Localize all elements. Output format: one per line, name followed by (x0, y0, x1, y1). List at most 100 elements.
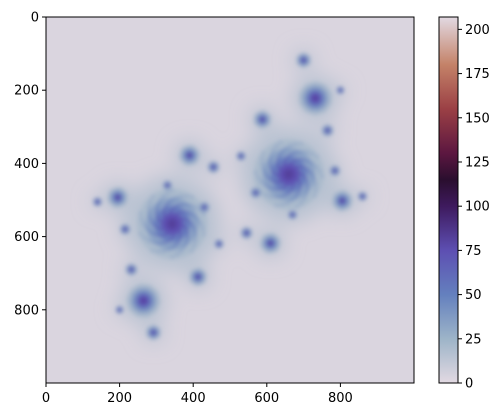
spiral-arm-dot (310, 105, 313, 108)
spiral-arm-dot (300, 91, 302, 93)
spiral-arm-dot (332, 171, 334, 174)
colorbar-tick-label: 200 (465, 23, 490, 38)
spiral-arm-dot (211, 168, 213, 170)
spiral-arm-dot (255, 115, 257, 118)
spiral-arm-dot (130, 293, 133, 296)
spiral-arm-dot (124, 192, 126, 195)
spiral-arm-dot (134, 295, 137, 298)
spiral-arm-dot (207, 163, 210, 166)
spiral-arm-dot (211, 170, 213, 172)
spiral-arm-dot (304, 90, 306, 93)
spiral-arm-dot (111, 197, 113, 199)
spiral-arm-dot (137, 294, 140, 297)
spiral-arm-dot (243, 230, 245, 232)
spiral-arm-dot (346, 194, 348, 197)
spiral-arm-dot (310, 152, 314, 156)
spiral-arm-dot (341, 191, 343, 193)
spiral-arm-dot (210, 164, 212, 166)
spiral-arm-dot (98, 203, 101, 205)
spiral-arm-dot (153, 331, 156, 333)
spiral-arm-dot (118, 312, 120, 314)
spiral-arm-dot (245, 231, 247, 233)
spiral-arm-dot (307, 83, 309, 86)
y-tick-label: 400 (14, 157, 39, 172)
spiral-arm-dot (186, 219, 191, 224)
spiral-arm-dot (198, 278, 200, 280)
spiral-arm-dot (157, 332, 160, 334)
spiral-arm-dot (139, 309, 142, 312)
spiral-arm-dot (194, 277, 196, 280)
spiral-arm-dot (254, 194, 256, 196)
spiral-arm-dot (204, 209, 207, 211)
spiral-arm-dot (203, 210, 205, 213)
spiral-arm-dot (214, 170, 216, 173)
spiral-arm-dot (327, 128, 329, 130)
spiral-arm-dot (264, 120, 267, 122)
spiral-arm-dot (189, 222, 194, 226)
spiral-arm-dot (154, 291, 157, 293)
spiral-arm-dot (131, 271, 133, 273)
spiral-arm-dot (150, 336, 152, 338)
spiral-arm-dot (289, 212, 291, 214)
spiral-arm-dot (246, 237, 248, 240)
spiral-arm-dot (298, 184, 302, 189)
spiral-arm-dot (184, 202, 188, 207)
spiral-arm-dot (278, 194, 282, 199)
spiral-arm-dot (334, 166, 337, 168)
spiral-arm-dot (272, 171, 277, 176)
spiral-arm-dot (117, 195, 120, 197)
spiral-arm-dot (137, 306, 140, 308)
spiral-arm-dot (155, 336, 157, 338)
spiral-arm-dot (324, 93, 326, 96)
spiral-arm-dot (147, 286, 149, 288)
spiral-arm-dot (261, 116, 263, 118)
spiral-arm-dot (333, 169, 335, 171)
spiral-arm-dot (189, 157, 191, 159)
spiral-arm-dot (125, 230, 127, 232)
spiral-arm-dot (296, 214, 298, 216)
spiral-arm-dot (133, 269, 135, 272)
spiral-arm-dot (151, 298, 154, 301)
spiral-arm-dot (189, 150, 192, 152)
colorbar: 0 25 50 75 100 125 150 175 200 (438, 16, 490, 392)
spiral-arm-dot (258, 120, 260, 122)
spiral-arm-dot (243, 154, 245, 156)
spiral-arm-dot (301, 173, 306, 178)
spiral-arm-dot (214, 162, 216, 164)
spiral-arm-dot (156, 217, 161, 222)
spiral-arm-dot (313, 104, 316, 106)
spiral-arm-dot (297, 188, 301, 193)
spiral-arm-dot (255, 195, 258, 197)
spiral-arm-dot (164, 184, 166, 186)
spiral-arm-dot (338, 209, 340, 211)
spiral-arm-dot (359, 193, 361, 195)
spiral-arm-dot (322, 111, 324, 113)
spiral-arm-dot (280, 203, 284, 206)
spiral-arm-dot (305, 86, 307, 88)
spiral-arm-dot (305, 150, 309, 154)
spiral-arm-dot (127, 230, 129, 233)
spiral-arm-dot (260, 119, 262, 121)
spiral-arm-dot (151, 335, 154, 337)
spiral-arm-dot (322, 89, 324, 91)
spiral-arm-dot (123, 223, 125, 226)
spiral-arm-dot (339, 171, 341, 173)
spiral-arm-dot (211, 161, 213, 164)
spiral-arm-dot (154, 303, 156, 306)
spiral-arm-dot (168, 182, 170, 185)
spiral-arm-dot (135, 302, 137, 304)
spiral-arm-dot (337, 172, 339, 174)
spiral-arm-dot (197, 279, 199, 282)
spiral-arm-dot (289, 215, 291, 217)
spiral-arm-dot (141, 293, 144, 295)
y-tick-label: 600 (14, 230, 39, 245)
spiral-arm-dot (134, 305, 137, 308)
spiral-arm-dot (260, 123, 262, 125)
spiral-arm-dot (257, 192, 260, 194)
spiral-arm-dot (136, 302, 139, 305)
spiral-arm-dot (153, 224, 158, 229)
spiral-arm-dot (138, 293, 140, 296)
spiral-arm-dot (324, 89, 326, 92)
spiral-arm-dot (273, 241, 276, 243)
spiral-arm-dot (194, 154, 196, 157)
